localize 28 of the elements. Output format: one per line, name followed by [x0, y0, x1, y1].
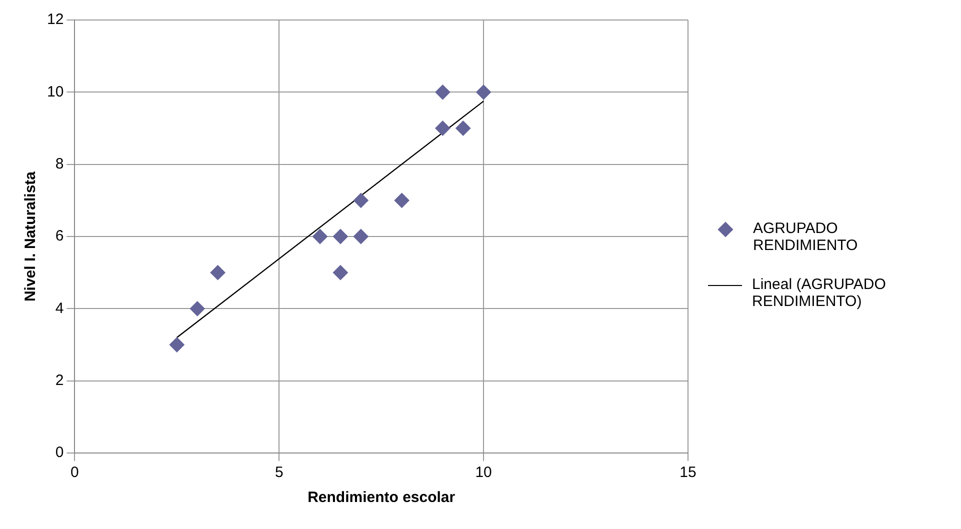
point — [190, 301, 205, 316]
y-tick-label: 8 — [55, 155, 64, 172]
legend-label: Lineal (AGRUPADO RENDIMIENTO) — [752, 276, 887, 310]
point — [332, 265, 348, 280]
point — [435, 84, 450, 100]
point — [476, 84, 492, 100]
y-axis-title: Nivel I. Naturalista — [22, 170, 40, 302]
y-tick-label: 6 — [55, 228, 64, 245]
y-tick-label: 12 — [46, 11, 64, 28]
point — [169, 337, 184, 352]
y-tick-label: 2 — [55, 372, 64, 389]
y-tick-label: 0 — [55, 444, 64, 462]
x-tick-label: 0 — [70, 464, 79, 482]
y-tick-label: 10 — [46, 83, 64, 100]
point — [456, 120, 471, 136]
point — [353, 229, 368, 244]
legend-label: AGRUPADO RENDIMIENTO — [753, 220, 859, 254]
point — [312, 229, 328, 244]
point — [394, 192, 410, 208]
x-axis-title: Rendimiento escolar — [308, 489, 456, 506]
point — [210, 265, 226, 280]
point — [435, 120, 450, 136]
point — [332, 229, 348, 244]
point — [353, 192, 368, 208]
x-tick-label: 5 — [274, 464, 284, 482]
x-tick-label: 15 — [680, 464, 696, 482]
x-tick-label: 10 — [475, 464, 492, 482]
y-tick-label: 4 — [55, 300, 64, 317]
